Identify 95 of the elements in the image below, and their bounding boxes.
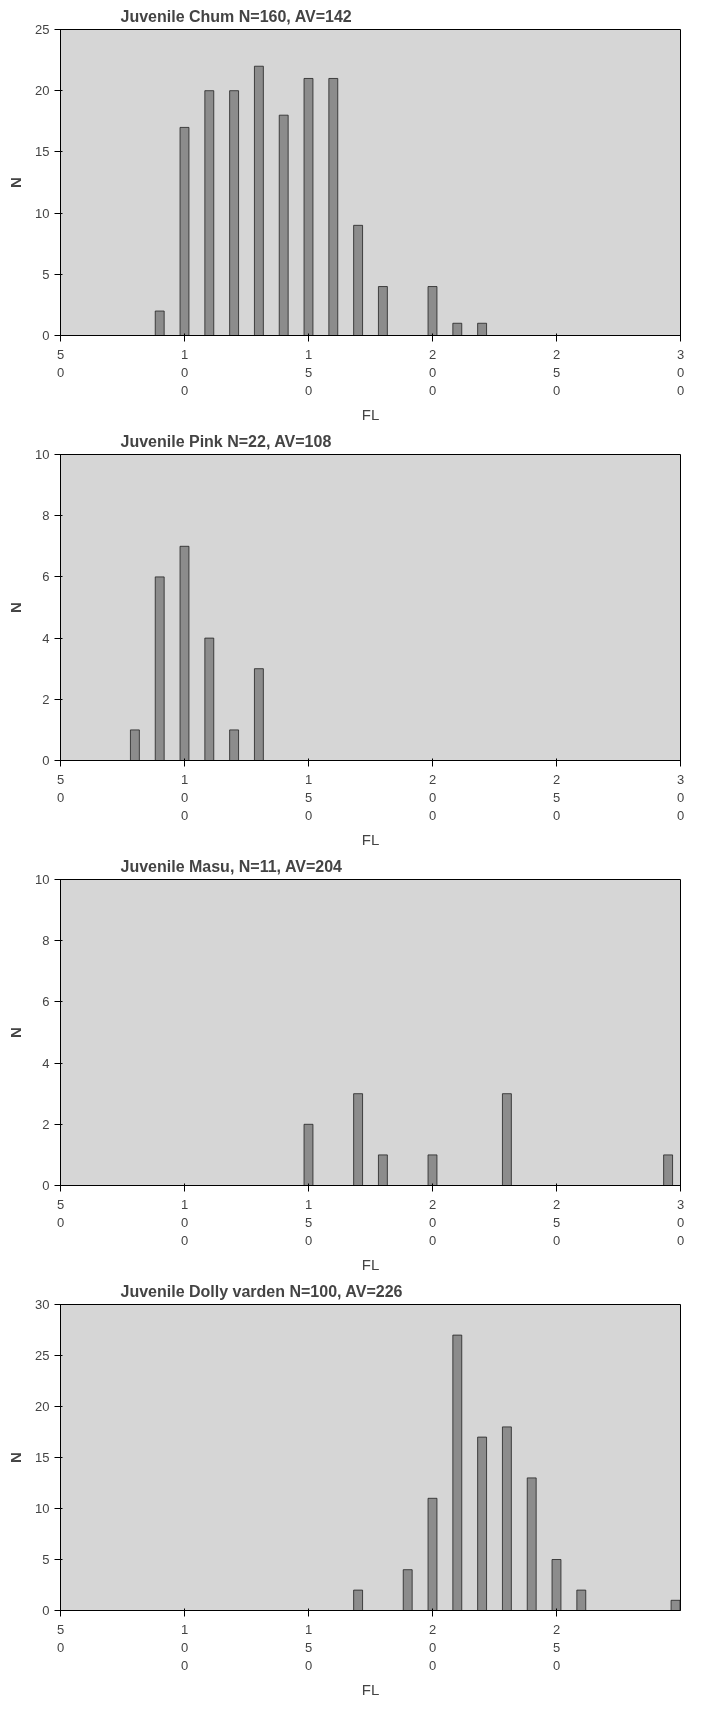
bar bbox=[378, 286, 388, 336]
bar bbox=[130, 729, 140, 761]
x-tick-label: 2 5 0 bbox=[552, 346, 561, 398]
x-tick-label: 1 0 0 bbox=[180, 1621, 189, 1673]
y-axis-title: N bbox=[7, 1027, 25, 1038]
y-tick-label: 6 bbox=[42, 994, 50, 1010]
x-tick-label: 1 0 0 bbox=[180, 1196, 189, 1248]
bar bbox=[303, 78, 314, 336]
x-tick-label: 2 0 0 bbox=[428, 1196, 437, 1248]
x-tick-label: 1 5 0 bbox=[304, 1621, 313, 1673]
bar bbox=[427, 286, 438, 336]
bar bbox=[303, 1123, 314, 1186]
bar bbox=[229, 90, 239, 336]
y-tick-label: 20 bbox=[35, 1399, 50, 1414]
x-tick-label: 5 0 bbox=[56, 1196, 65, 1230]
x-tick-label: 5 0 bbox=[56, 346, 65, 380]
x-tick-label: 1 5 0 bbox=[304, 1196, 313, 1248]
x-tick-label: 1 0 0 bbox=[180, 346, 189, 398]
bar bbox=[427, 1497, 438, 1611]
bar bbox=[353, 1093, 363, 1186]
y-axis-title: N bbox=[7, 177, 25, 188]
bar bbox=[229, 729, 239, 761]
y-tick-label: 2 bbox=[42, 1116, 50, 1132]
y-tick-label: 6 bbox=[42, 569, 50, 585]
y-tick-label: 2 bbox=[42, 691, 50, 707]
y-tick-label: 25 bbox=[35, 22, 50, 37]
y-tick-label: 10 bbox=[35, 205, 50, 221]
x-tick-label: 2 0 0 bbox=[428, 346, 437, 398]
y-tick-label: 20 bbox=[35, 83, 50, 99]
x-tick-label: 3 0 0 bbox=[676, 771, 685, 823]
bar bbox=[502, 1426, 512, 1611]
x-tick-label: 2 5 0 bbox=[552, 771, 561, 823]
bar bbox=[551, 1559, 562, 1611]
bar bbox=[452, 322, 463, 336]
y-tick-label: 0 bbox=[42, 1178, 50, 1193]
bar bbox=[477, 1436, 487, 1611]
x-tick-label: 2 5 0 bbox=[552, 1621, 561, 1673]
y-tick-label: 30 bbox=[35, 1297, 50, 1312]
x-tick-label: 5 0 bbox=[56, 771, 65, 805]
bar bbox=[477, 322, 487, 336]
chart-title: Juvenile Dolly varden N=100, AV=226 bbox=[120, 1282, 403, 1300]
y-tick-label: 0 bbox=[42, 1603, 50, 1618]
y-tick-label: 4 bbox=[42, 630, 50, 646]
y-axis-title: N bbox=[7, 1452, 25, 1463]
y-tick-label: 5 bbox=[42, 266, 50, 282]
bar bbox=[402, 1569, 413, 1611]
y-tick-label: 4 bbox=[42, 1055, 50, 1071]
bar bbox=[254, 668, 264, 761]
bar bbox=[154, 576, 165, 761]
bar bbox=[179, 545, 190, 761]
bar bbox=[254, 65, 264, 336]
bar bbox=[526, 1477, 537, 1611]
y-tick-label: 0 bbox=[42, 753, 50, 768]
bar bbox=[353, 224, 363, 336]
y-tick-label: 15 bbox=[35, 144, 50, 160]
x-axis-title: FL bbox=[361, 1255, 380, 1273]
y-tick-label: 15 bbox=[35, 1450, 50, 1465]
x-tick-label: 1 0 0 bbox=[180, 771, 189, 823]
bar bbox=[353, 1589, 363, 1611]
y-tick-label: 5 bbox=[42, 1552, 50, 1567]
x-axis-title: FL bbox=[361, 1680, 380, 1698]
x-axis-title: FL bbox=[361, 830, 380, 848]
bar bbox=[378, 1154, 388, 1186]
x-tick-label: 3 0 0 bbox=[676, 1196, 685, 1248]
y-axis-title: N bbox=[7, 602, 25, 613]
bar bbox=[154, 310, 165, 336]
bar bbox=[502, 1093, 512, 1186]
bar bbox=[278, 114, 289, 336]
bar bbox=[452, 1334, 463, 1611]
x-tick-label: 2 0 0 bbox=[428, 771, 437, 823]
bar bbox=[427, 1154, 438, 1186]
y-tick-label: 10 bbox=[35, 1501, 50, 1516]
x-tick-label: 3 0 0 bbox=[676, 346, 685, 398]
x-axis-title: FL bbox=[361, 405, 380, 423]
bar bbox=[576, 1589, 587, 1611]
x-tick-label: 1 5 0 bbox=[304, 771, 313, 823]
bar bbox=[204, 637, 215, 761]
y-tick-label: 8 bbox=[42, 508, 50, 524]
y-tick-label: 8 bbox=[42, 933, 50, 949]
chart-title: Juvenile Pink N=22, AV=108 bbox=[120, 432, 332, 450]
chart-title: Juvenile Chum N=160, AV=142 bbox=[120, 7, 352, 25]
bar bbox=[204, 90, 215, 336]
x-tick-label: 2 5 0 bbox=[552, 1196, 561, 1248]
x-tick-label: 5 0 bbox=[56, 1621, 65, 1655]
bar bbox=[663, 1154, 673, 1186]
bar bbox=[179, 127, 190, 336]
y-tick-label: 25 bbox=[35, 1348, 50, 1363]
y-tick-label: 10 bbox=[35, 872, 50, 887]
bar bbox=[670, 1599, 681, 1611]
chart-title: Juvenile Masu, N=11, AV=204 bbox=[120, 857, 343, 875]
bar bbox=[328, 78, 339, 336]
x-tick-label: 1 5 0 bbox=[304, 346, 313, 398]
y-tick-label: 10 bbox=[35, 447, 50, 462]
y-tick-label: 0 bbox=[42, 328, 50, 343]
x-tick-label: 2 0 0 bbox=[428, 1621, 437, 1673]
